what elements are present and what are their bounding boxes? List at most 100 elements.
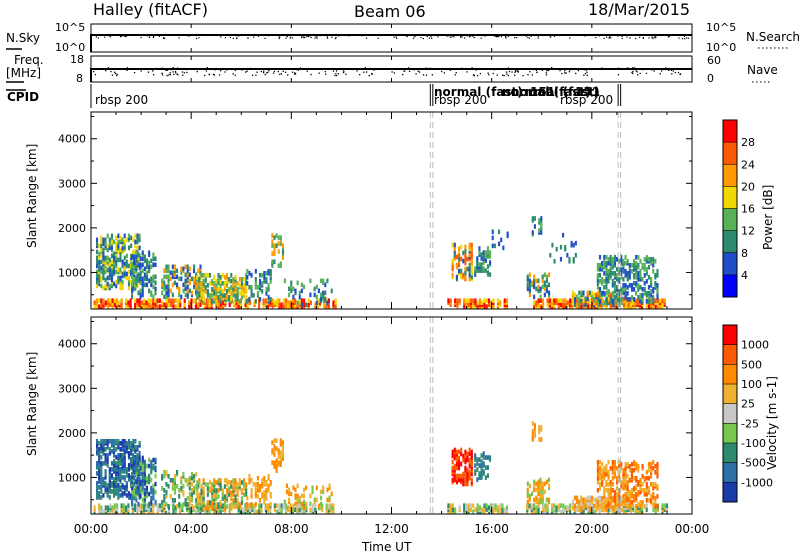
range-cell [334, 298, 337, 303]
range-cell [203, 509, 207, 514]
noise-dot [185, 34, 188, 36]
range-cell [194, 298, 198, 303]
range-cell [271, 440, 274, 445]
range-cell [635, 492, 638, 497]
noise-dot [516, 36, 518, 39]
range-cell [603, 254, 606, 260]
range-cell [131, 459, 134, 465]
range-cell [622, 494, 625, 499]
range-cell [281, 440, 285, 445]
range-cell [466, 256, 469, 262]
noise-dot [121, 35, 123, 37]
range-cell [190, 276, 194, 282]
range-cell [555, 246, 558, 252]
range-cell [492, 304, 495, 309]
range-cell [154, 262, 157, 268]
range-cell [134, 239, 137, 245]
range-cell [454, 507, 457, 512]
nave-dot [176, 73, 178, 75]
range-cell [618, 270, 621, 276]
range-cell [182, 483, 185, 489]
range-cell [613, 459, 616, 465]
colorbar-tick-label: 1000 [741, 339, 769, 352]
nave-dot [166, 69, 168, 71]
range-cell [196, 480, 199, 485]
range-cell [609, 490, 612, 495]
nave-dot [226, 68, 229, 70]
range-cell [139, 270, 142, 276]
range-cell [115, 279, 118, 285]
freq-tick-top: 18 [70, 53, 84, 66]
range-cell [223, 500, 226, 505]
range-cell [624, 287, 627, 292]
nave-dot [368, 68, 370, 70]
range-cell [322, 485, 325, 491]
range-cell [271, 448, 274, 453]
range-cell [171, 481, 174, 487]
range-cell [611, 291, 614, 296]
nave-dot [471, 67, 473, 69]
range-cell [98, 251, 101, 257]
range-cell [489, 254, 492, 259]
range-cell [100, 438, 103, 444]
range-cell [269, 268, 272, 274]
range-cell [215, 496, 218, 501]
range-cell [625, 292, 628, 298]
range-cell [478, 505, 481, 510]
noise-dot [125, 36, 127, 38]
range-cell [603, 270, 606, 276]
range-cell [206, 283, 209, 288]
nave-dot [161, 72, 163, 74]
range-cell [131, 485, 134, 491]
range-cell [137, 276, 140, 282]
range-cell [612, 302, 615, 308]
range-cell [462, 453, 465, 459]
noise-dot [407, 34, 409, 36]
range-cell [467, 298, 470, 303]
range-cell [538, 437, 541, 442]
range-cell [190, 475, 194, 481]
range-cell [154, 499, 157, 505]
noise-dot [361, 35, 363, 37]
range-cell [560, 509, 563, 514]
range-cell [298, 495, 301, 501]
range-cell [167, 504, 170, 509]
nave-dot [667, 69, 670, 71]
range-cell [502, 245, 505, 251]
range-cell [110, 489, 114, 494]
range-cell [219, 289, 222, 294]
range-cell [480, 471, 483, 476]
noise-dot [660, 34, 663, 37]
range-cell [283, 278, 286, 284]
range-cell [530, 280, 534, 286]
range-cell [628, 262, 631, 268]
range-cell [113, 281, 116, 287]
range-cell [470, 266, 473, 272]
range-cell [148, 473, 151, 479]
range-cell [654, 509, 657, 514]
range-cell [618, 459, 621, 465]
range-cell [605, 300, 608, 306]
range-cell [206, 299, 209, 304]
nave-dot [183, 72, 186, 74]
range-cell [647, 465, 651, 471]
range-cell [598, 509, 601, 514]
range-cell [163, 274, 166, 280]
range-cell [134, 304, 137, 309]
range-cell [324, 296, 327, 302]
range-cell [298, 294, 301, 300]
range-cell [457, 246, 461, 252]
range-cell [491, 229, 494, 235]
range-cell [468, 463, 471, 469]
range-cell [230, 502, 233, 507]
range-cell [537, 485, 540, 491]
range-cell [654, 272, 657, 278]
range-cell [246, 496, 249, 501]
nave-dot [273, 70, 276, 73]
range-cell [135, 479, 138, 485]
range-cell [138, 507, 141, 512]
noise-dot [257, 35, 260, 37]
range-cell [223, 484, 226, 489]
range-cell [562, 507, 565, 512]
y-tick-label: 2000 [58, 222, 86, 235]
